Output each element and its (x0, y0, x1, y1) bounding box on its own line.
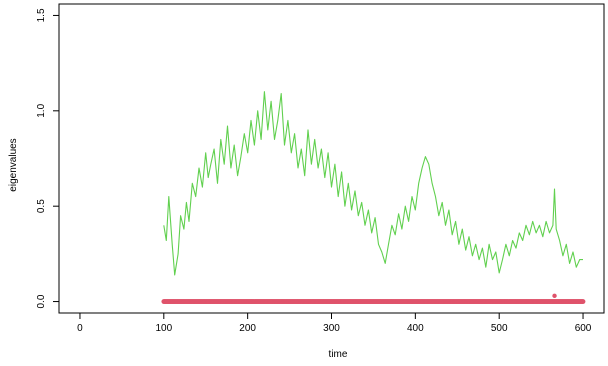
series-layer (161, 91, 586, 304)
x-tick-label-100: 100 (155, 323, 172, 334)
data-point (580, 299, 586, 304)
x-tick-label-300: 300 (323, 323, 340, 334)
y-tick-label-2: 1.0 (36, 103, 47, 117)
x-tick-label-600: 600 (575, 323, 592, 334)
x-tick-label-500: 500 (491, 323, 508, 334)
x-tick-label-400: 400 (407, 323, 424, 334)
y-tick-label-0: 0.0 (36, 294, 47, 308)
eigenvalue-line-series (163, 91, 583, 276)
y-tick-label-1: 0.5 (36, 199, 47, 213)
eigenvalue-point-series (161, 293, 586, 304)
y-axis: 0.0 0.5 1.0 1.5 (36, 8, 60, 309)
x-axis: 0 100 200 300 400 500 600 (77, 312, 592, 334)
plot-frame (58, 3, 605, 314)
x-tick-label-0: 0 (77, 323, 83, 334)
y-axis-title: eigenvalues (8, 138, 19, 191)
data-point-outlier (552, 293, 557, 299)
y-tick-label-3: 1.5 (36, 8, 47, 22)
x-axis-title: time (329, 349, 348, 360)
x-tick-label-200: 200 (239, 323, 256, 334)
